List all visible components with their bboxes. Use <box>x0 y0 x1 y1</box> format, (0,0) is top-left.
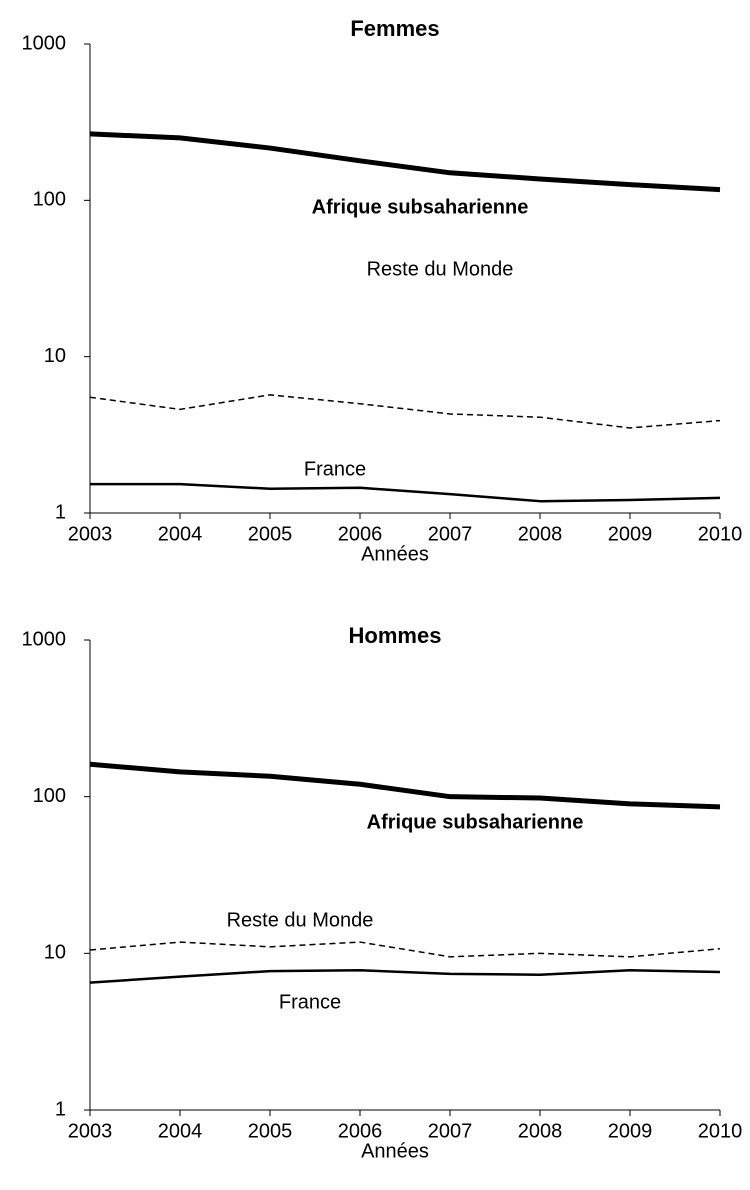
y-tick-label: 1000 <box>22 32 67 54</box>
series-line <box>89 394 721 429</box>
x-tick-label: 2010 <box>698 523 743 545</box>
x-tick-label: 2009 <box>608 1120 653 1142</box>
x-tick-label: 2009 <box>608 523 653 545</box>
series-label: France <box>279 991 341 1013</box>
x-axis-label: Années <box>361 543 429 565</box>
x-axis-label: Années <box>361 1140 429 1162</box>
y-tick-label: 100 <box>33 189 66 211</box>
series-line <box>90 482 721 503</box>
x-tick-label: 2007 <box>428 523 473 545</box>
series-label: Afrique subsaharienne <box>312 196 529 218</box>
y-tick-label: 1000 <box>22 628 67 650</box>
x-tick-label: 2006 <box>338 523 383 545</box>
series-label: Afrique subsaharienne <box>367 811 584 833</box>
y-tick-label: 100 <box>33 785 66 807</box>
y-tick-label: 10 <box>44 345 66 367</box>
x-tick-label: 2004 <box>158 523 203 545</box>
y-tick-label: 1 <box>55 501 66 523</box>
chart-title: Femmes <box>350 16 439 41</box>
series-line <box>89 941 721 958</box>
chart-title: Hommes <box>349 623 442 648</box>
series-label: Reste du Monde <box>227 909 374 931</box>
x-tick-label: 2004 <box>158 1120 203 1142</box>
x-tick-label: 2005 <box>248 523 293 545</box>
series-line <box>89 761 721 810</box>
x-tick-label: 2008 <box>518 1120 563 1142</box>
series-label: France <box>304 458 366 480</box>
series-line <box>89 968 721 984</box>
y-tick-label: 10 <box>44 942 66 964</box>
series-line <box>89 131 721 193</box>
x-tick-label: 2005 <box>248 1120 293 1142</box>
x-tick-label: 2003 <box>68 1120 113 1142</box>
y-tick-label: 1 <box>55 1098 66 1120</box>
x-tick-label: 2007 <box>428 1120 473 1142</box>
series-label: Reste du Monde <box>367 258 514 280</box>
x-tick-label: 2003 <box>68 523 113 545</box>
x-tick-label: 2010 <box>698 1120 743 1142</box>
x-tick-label: 2006 <box>338 1120 383 1142</box>
x-tick-label: 2008 <box>518 523 563 545</box>
